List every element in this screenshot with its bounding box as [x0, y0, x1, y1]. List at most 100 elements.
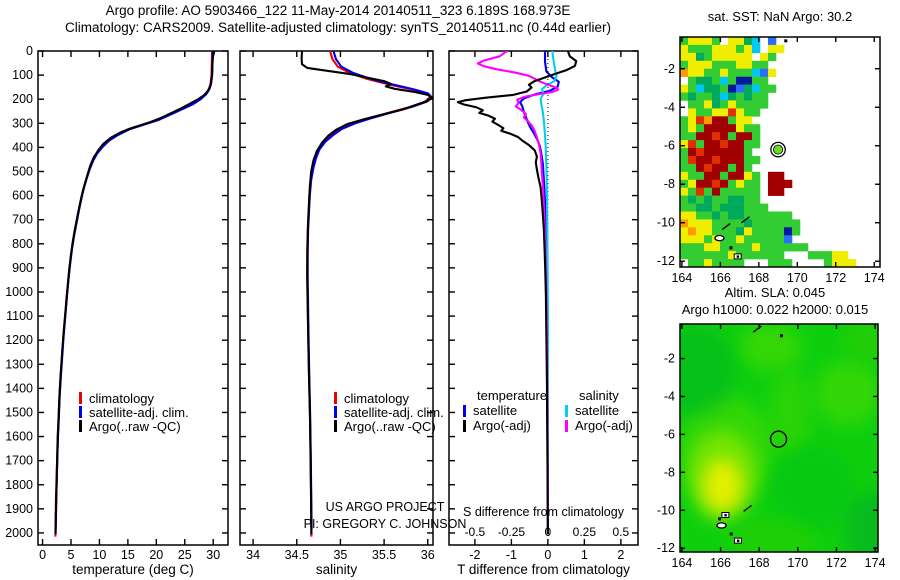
legend-item-satellite-t: satellite: [463, 403, 547, 418]
satellite-S-diff-curve: [539, 51, 558, 535]
legend-item-satellite-s: satellite: [565, 403, 633, 418]
legend-item-satellite-adj: satellite-adj. clim.: [334, 405, 444, 420]
svg-text:-8: -8: [664, 177, 675, 191]
svg-text:-8: -8: [664, 465, 675, 479]
svg-text:-2: -2: [469, 548, 480, 562]
legend-label: Argo(-adj): [473, 418, 531, 433]
svg-text:0: 0: [544, 548, 551, 562]
svg-text:166: 166: [710, 556, 731, 570]
svg-text:1500: 1500: [5, 405, 33, 419]
svg-text:164: 164: [672, 556, 693, 570]
legend-item-argo-raw: Argo(..raw -QC): [334, 418, 444, 434]
argo-raw-curve: [54, 51, 216, 535]
legend-label: Argo(..raw -QC): [344, 418, 436, 434]
svg-text:1800: 1800: [5, 478, 33, 492]
climatology-line-swatch: [79, 392, 82, 404]
svg-text:0.25: 0.25: [573, 525, 597, 539]
svg-text:1200: 1200: [5, 333, 33, 347]
difference-panel-curves: [456, 51, 578, 535]
svg-text:35.5: 35.5: [372, 548, 396, 562]
svg-text:15: 15: [121, 548, 135, 562]
svg-text:1100: 1100: [6, 309, 33, 323]
satellite-adj-line-swatch: [334, 406, 337, 418]
legend-item-climatology: climatology: [79, 390, 189, 406]
svg-text:0.5: 0.5: [613, 525, 630, 539]
svg-text:5: 5: [68, 548, 75, 562]
argo-T-diff-curve: [456, 51, 578, 535]
svg-text:35: 35: [333, 548, 347, 562]
svg-text:-4: -4: [664, 389, 675, 403]
t-difference-axis-label: T difference from climatology: [457, 562, 630, 577]
svg-text:166: 166: [710, 271, 731, 285]
svg-text:172: 172: [825, 271, 846, 285]
svg-text:1300: 1300: [5, 357, 33, 371]
svg-text:400: 400: [12, 140, 33, 154]
difference-panel: -2 -1 0 1 2 -0.5 -0.25 0 0.25 0.5: [448, 50, 639, 562]
legend-label: satellite: [473, 403, 518, 418]
legend-item-climatology: climatology: [334, 391, 444, 406]
difference-panel-box: [448, 50, 639, 546]
svg-text:168: 168: [749, 556, 770, 570]
svg-text:10: 10: [92, 548, 106, 562]
sla-map: 164 166 168 170 172 174 -2 -4 -6 -8 -10 -12: [657, 323, 886, 570]
salinity-panel: 34 34.5 35 35.5 36: [239, 50, 435, 562]
svg-text:174: 174: [865, 556, 886, 570]
svg-text:600: 600: [12, 189, 33, 203]
svg-text:-6: -6: [664, 427, 675, 441]
sst-map-box: [679, 36, 881, 268]
svg-text:172: 172: [826, 556, 847, 570]
difference-legend-temperature: temperature satellite Argo(-adj): [463, 388, 547, 433]
svg-text:1000: 1000: [5, 285, 33, 299]
svg-text:1: 1: [581, 548, 588, 562]
svg-text:100: 100: [12, 68, 33, 82]
argo-position-ring: [770, 141, 786, 158]
sla-map-field: [680, 324, 878, 552]
argo-line-swatch: [79, 420, 82, 432]
svg-text:-0.25: -0.25: [498, 525, 526, 539]
legend-header-salinity: salinity: [579, 388, 619, 403]
svg-text:1900: 1900: [5, 502, 33, 516]
legend-item-argo-s: Argo(-adj): [565, 418, 633, 433]
salinity-legend: climatology satellite-adj. clim. Argo(..…: [334, 391, 444, 434]
satellite-adj-line-swatch: [79, 406, 82, 418]
svg-text:-0.5: -0.5: [465, 525, 486, 539]
legend-label: satellite-adj. clim.: [89, 404, 189, 420]
svg-text:0: 0: [26, 44, 33, 58]
difference-legend-salinity: salinity satellite Argo(-adj): [565, 388, 633, 433]
svg-text:0: 0: [545, 525, 552, 539]
salinity-axis-label: salinity: [315, 562, 358, 577]
temperature-panel-box: [37, 50, 229, 546]
svg-text:-12: -12: [657, 254, 675, 268]
svg-text:900: 900: [12, 261, 33, 275]
svg-text:-6: -6: [664, 139, 675, 153]
satellite-t-line-swatch: [463, 404, 466, 417]
argo-position-marker: [769, 430, 788, 448]
svg-text:164: 164: [671, 271, 692, 285]
legend-label: Argo(..raw -QC): [89, 418, 181, 434]
legend-header-temperature: temperature: [477, 388, 548, 403]
legend-label: satellite: [575, 403, 620, 418]
svg-text:-2: -2: [664, 352, 675, 366]
svg-text:-10: -10: [657, 503, 675, 517]
svg-text:-12: -12: [657, 541, 675, 555]
argo-t-line-swatch: [463, 419, 466, 432]
svg-text:1400: 1400: [5, 381, 33, 395]
svg-text:34: 34: [246, 548, 260, 562]
main-title-line1: Argo profile: AO 5903466_122 11-May-2014…: [105, 3, 571, 18]
sla-map-box: [679, 323, 879, 553]
svg-text:-10: -10: [657, 216, 675, 230]
svg-text:25: 25: [178, 548, 192, 562]
salinity-panel-box: [239, 50, 434, 546]
satellite-s-line-swatch: [565, 404, 568, 417]
svg-text:170: 170: [787, 271, 808, 285]
temperature-panel-curves: [54, 51, 216, 537]
svg-text:30: 30: [206, 548, 220, 562]
s-difference-axis-label: S difference from climatology: [463, 505, 624, 519]
sla-map-title-line2: Argo h1000: 0.022 h2000: 0.015: [681, 302, 869, 317]
sst-map-field: [680, 37, 857, 267]
legend-item-satellite-adj: satellite-adj. clim.: [79, 404, 189, 420]
svg-text:174: 174: [864, 271, 885, 285]
legend-item-argo-t: Argo(-adj): [463, 418, 547, 433]
legend-label: climatology: [89, 390, 155, 406]
